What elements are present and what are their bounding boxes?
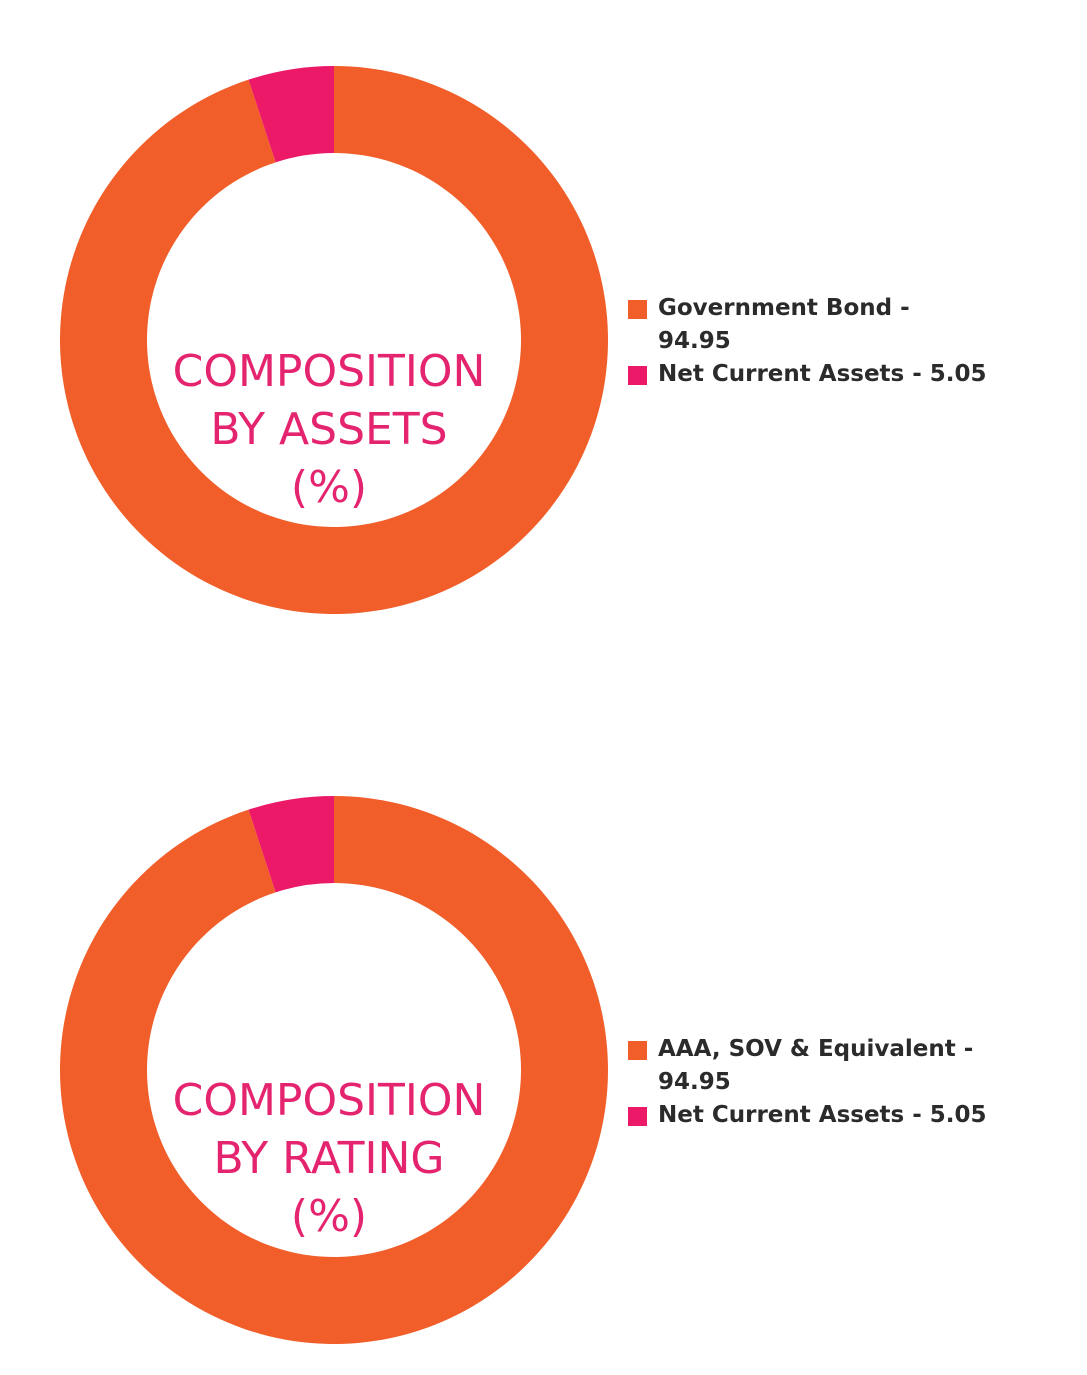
legend-item-net-current-assets: Net Current Assets - 5.05 (628, 358, 1068, 391)
composition-by-rating-chart: COMPOSITION BY RATING (%) AAA, SOV & Equ… (0, 790, 1087, 1350)
assets-title-line-3: (%) (290, 462, 368, 513)
donut-slice-government-bond (59, 66, 608, 615)
rating-title-line-1: COMPOSITION (172, 1075, 486, 1126)
rating-donut (59, 796, 608, 1344)
donut-slice-aaa-sov-equivalent (59, 796, 608, 1344)
legend-label: Government Bond - 94.95 (658, 295, 910, 354)
assets-title-line-2: BY ASSETS (210, 404, 448, 455)
rating-center-title: COMPOSITION BY RATING (%) (153, 1072, 505, 1246)
donut-slice-net-current-assets (248, 796, 334, 893)
composition-by-assets-chart: COMPOSITION BY ASSETS (%) Government Bon… (0, 60, 1087, 620)
legend-label: Net Current Assets - 5.05 (658, 361, 987, 387)
rating-title-line-3: (%) (290, 1191, 368, 1242)
legend-swatch (628, 1041, 647, 1060)
rating-legend: AAA, SOV & Equivalent - 94.95 Net Curren… (628, 1033, 1068, 1132)
assets-donut (59, 66, 608, 615)
assets-center-title: COMPOSITION BY ASSETS (%) (153, 343, 505, 517)
legend-swatch (628, 366, 647, 385)
legend-item-government-bond: Government Bond - 94.95 (628, 292, 1068, 358)
legend-item-aaa-sov-equivalent: AAA, SOV & Equivalent - 94.95 (628, 1033, 1068, 1099)
legend-swatch (628, 300, 647, 319)
assets-legend: Government Bond - 94.95 Net Current Asse… (628, 292, 1068, 391)
legend-item-net-current-assets: Net Current Assets - 5.05 (628, 1099, 1068, 1132)
donut-slice-net-current-assets (248, 66, 334, 163)
rating-title-line-2: BY RATING (213, 1133, 445, 1184)
legend-swatch (628, 1107, 647, 1126)
legend-label: AAA, SOV & Equivalent - 94.95 (658, 1036, 974, 1095)
legend-label: Net Current Assets - 5.05 (658, 1102, 987, 1128)
assets-title-line-1: COMPOSITION (172, 346, 486, 397)
